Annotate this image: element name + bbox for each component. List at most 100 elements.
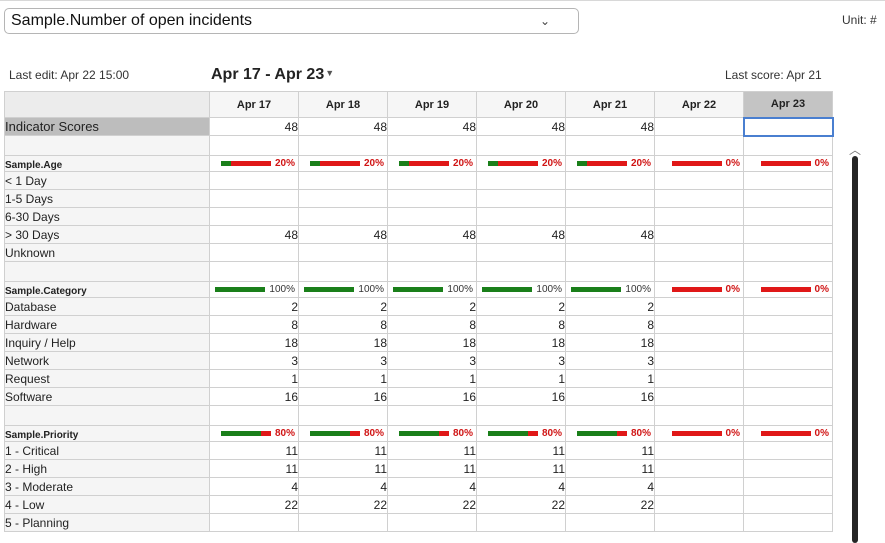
value-cell[interactable]: 8 — [476, 315, 566, 334]
value-cell[interactable] — [743, 369, 833, 388]
value-cell[interactable] — [743, 477, 833, 496]
value-cell[interactable] — [654, 351, 744, 370]
value-cell[interactable] — [654, 171, 744, 190]
value-cell[interactable]: 48 — [209, 225, 299, 244]
value-cell[interactable]: 22 — [387, 495, 477, 514]
value-cell[interactable] — [565, 513, 655, 532]
value-cell[interactable] — [743, 513, 833, 532]
value-cell[interactable]: 8 — [298, 315, 388, 334]
value-cell[interactable] — [654, 189, 744, 208]
value-cell[interactable] — [387, 207, 477, 226]
value-cell[interactable] — [387, 171, 477, 190]
value-cell[interactable] — [298, 207, 388, 226]
score-cell[interactable]: 48 — [209, 117, 299, 136]
value-cell[interactable] — [654, 369, 744, 388]
value-cell[interactable]: 48 — [565, 225, 655, 244]
value-cell[interactable] — [476, 171, 566, 190]
gauge-cell[interactable]: 80% — [387, 425, 477, 442]
gauge-cell[interactable]: 20% — [476, 155, 566, 172]
value-cell[interactable] — [654, 459, 744, 478]
gauge-cell[interactable]: 0% — [654, 281, 744, 298]
value-cell[interactable] — [209, 207, 299, 226]
gauge-cell[interactable]: 0% — [743, 281, 833, 298]
value-cell[interactable] — [654, 207, 744, 226]
gauge-cell[interactable]: 0% — [743, 155, 833, 172]
value-cell[interactable] — [209, 243, 299, 262]
value-cell[interactable] — [654, 513, 744, 532]
value-cell[interactable] — [298, 189, 388, 208]
value-cell[interactable]: 11 — [476, 459, 566, 478]
column-header[interactable]: Apr 17 — [209, 91, 299, 118]
value-cell[interactable]: 3 — [387, 351, 477, 370]
value-cell[interactable]: 8 — [565, 315, 655, 334]
value-cell[interactable] — [654, 225, 744, 244]
value-cell[interactable]: 4 — [209, 477, 299, 496]
value-cell[interactable]: 11 — [387, 441, 477, 460]
score-cell-selected[interactable] — [742, 116, 834, 137]
gauge-cell[interactable]: 100% — [565, 281, 655, 298]
value-cell[interactable]: 22 — [476, 495, 566, 514]
value-cell[interactable] — [209, 171, 299, 190]
value-cell[interactable] — [298, 171, 388, 190]
value-cell[interactable]: 18 — [387, 333, 477, 352]
value-cell[interactable]: 18 — [298, 333, 388, 352]
value-cell[interactable] — [209, 513, 299, 532]
value-cell[interactable] — [743, 387, 833, 406]
group-label[interactable]: Sample.Category — [4, 281, 210, 298]
score-cell[interactable]: 48 — [298, 117, 388, 136]
value-cell[interactable] — [387, 243, 477, 262]
column-header[interactable]: Apr 19 — [387, 91, 477, 118]
chevron-down-icon[interactable]: ⌄ — [539, 14, 550, 28]
gauge-cell[interactable]: 20% — [565, 155, 655, 172]
gauge-cell[interactable]: 20% — [387, 155, 477, 172]
value-cell[interactable]: 48 — [387, 225, 477, 244]
group-label[interactable]: Sample.Age — [4, 155, 210, 172]
value-cell[interactable]: 4 — [298, 477, 388, 496]
value-cell[interactable]: 16 — [209, 387, 299, 406]
indicator-select[interactable]: Sample.Number of open incidents ⌄ — [4, 8, 579, 34]
value-cell[interactable]: 1 — [209, 369, 299, 388]
value-cell[interactable] — [654, 297, 744, 316]
value-cell[interactable]: 11 — [387, 459, 477, 478]
value-cell[interactable] — [743, 315, 833, 334]
value-cell[interactable]: 48 — [298, 225, 388, 244]
gauge-cell[interactable]: 100% — [387, 281, 477, 298]
value-cell[interactable]: 16 — [298, 387, 388, 406]
score-cell[interactable]: 48 — [476, 117, 566, 136]
group-label[interactable]: Sample.Priority — [4, 425, 210, 442]
value-cell[interactable] — [565, 243, 655, 262]
value-cell[interactable]: 3 — [209, 351, 299, 370]
value-cell[interactable] — [387, 189, 477, 208]
value-cell[interactable]: 22 — [565, 495, 655, 514]
value-cell[interactable] — [654, 315, 744, 334]
date-range-selector[interactable]: Apr 17 - Apr 23▼ — [211, 66, 334, 84]
value-cell[interactable] — [654, 495, 744, 514]
gauge-cell[interactable]: 80% — [565, 425, 655, 442]
value-cell[interactable] — [654, 333, 744, 352]
column-header[interactable]: Apr 20 — [476, 91, 566, 118]
value-cell[interactable]: 4 — [476, 477, 566, 496]
value-cell[interactable]: 11 — [209, 459, 299, 478]
value-cell[interactable] — [743, 207, 833, 226]
value-cell[interactable]: 4 — [387, 477, 477, 496]
value-cell[interactable] — [743, 225, 833, 244]
score-cell[interactable]: 48 — [565, 117, 655, 136]
value-cell[interactable]: 22 — [298, 495, 388, 514]
value-cell[interactable]: 48 — [476, 225, 566, 244]
value-cell[interactable]: 2 — [209, 297, 299, 316]
value-cell[interactable] — [654, 387, 744, 406]
column-header[interactable]: Apr 18 — [298, 91, 388, 118]
value-cell[interactable]: 8 — [209, 315, 299, 334]
column-header[interactable]: Apr 21 — [565, 91, 655, 118]
value-cell[interactable] — [476, 243, 566, 262]
value-cell[interactable]: 1 — [298, 369, 388, 388]
gauge-cell[interactable]: 80% — [476, 425, 566, 442]
value-cell[interactable]: 2 — [298, 297, 388, 316]
value-cell[interactable]: 16 — [565, 387, 655, 406]
value-cell[interactable] — [743, 171, 833, 190]
value-cell[interactable]: 11 — [298, 441, 388, 460]
value-cell[interactable]: 11 — [298, 459, 388, 478]
score-cell[interactable]: 48 — [387, 117, 477, 136]
value-cell[interactable]: 11 — [565, 441, 655, 460]
value-cell[interactable] — [743, 441, 833, 460]
